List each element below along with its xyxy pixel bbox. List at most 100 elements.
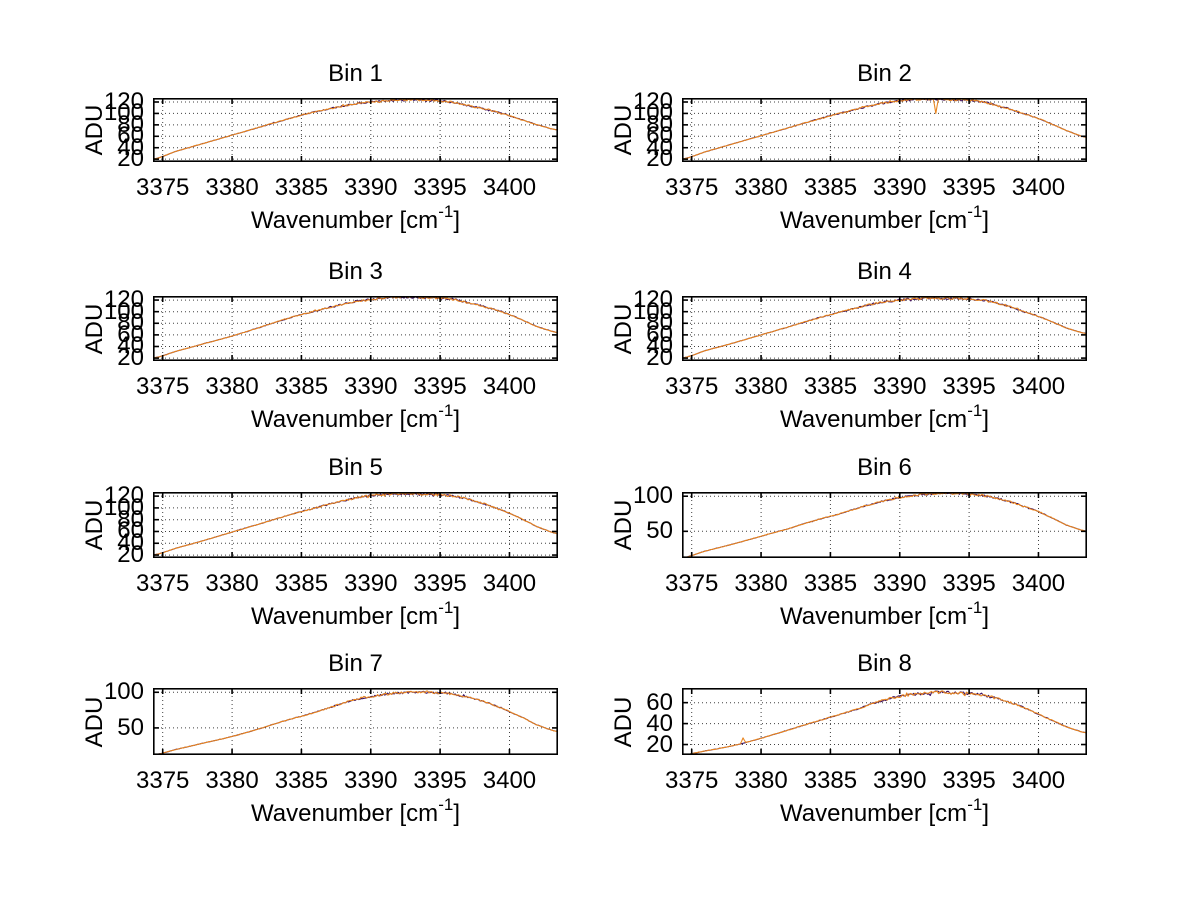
x-tick-label: 3375 xyxy=(665,570,719,597)
y-tick-label: 40 xyxy=(646,709,673,737)
y-tick-label: 120 xyxy=(103,286,144,314)
trace-dark xyxy=(682,98,1087,160)
x-axis-label-main: Wavenumber [cm xyxy=(780,207,968,234)
x-axis-label: Wavenumber [cm-1] xyxy=(153,796,558,829)
plot-background xyxy=(153,688,558,755)
x-axis-label-exponent: -1 xyxy=(438,598,454,617)
x-axis-label-exponent: -1 xyxy=(967,401,983,420)
axes-box xyxy=(153,688,558,755)
x-axis-label-main: Wavenumber [cm xyxy=(780,406,968,433)
y-axis-label: ADU xyxy=(81,696,108,747)
x-tick-label: 3390 xyxy=(873,570,927,597)
plot-area xyxy=(153,296,558,361)
x-axis-label-main: Wavenumber [cm xyxy=(780,800,968,827)
y-tick-label: 80 xyxy=(117,505,144,533)
plot-area xyxy=(153,98,558,162)
trace-dark xyxy=(153,492,558,556)
x-axis-label-exponent: -1 xyxy=(438,202,454,221)
trace-orange xyxy=(682,296,1087,359)
x-tick-label: 3390 xyxy=(344,373,398,400)
plot-background xyxy=(682,98,1087,162)
subplot-title: Bin 3 xyxy=(328,258,383,285)
x-tick-label: 3395 xyxy=(413,570,467,597)
axes-box xyxy=(682,98,1087,162)
trace-dark xyxy=(682,690,1087,755)
x-tick-label: 3390 xyxy=(873,767,927,794)
trace-orange xyxy=(153,690,558,755)
axes-box xyxy=(682,296,1087,361)
x-tick-label: 3385 xyxy=(803,767,858,794)
x-tick-label: 3380 xyxy=(734,570,788,597)
y-tick-label: 40 xyxy=(117,332,144,360)
x-axis-label-exponent: -1 xyxy=(438,795,454,814)
x-axis-label: Wavenumber [cm-1] xyxy=(682,796,1087,829)
x-tick-label: 3380 xyxy=(734,373,788,400)
x-tick-label: 3375 xyxy=(665,767,719,794)
y-axis-label: ADU xyxy=(610,303,637,354)
trace-dark xyxy=(153,98,558,160)
subplot-title: Bin 4 xyxy=(857,258,912,285)
x-axis-label-end: ] xyxy=(453,603,460,630)
y-axis-label: ADU xyxy=(81,303,108,354)
x-tick-label: 3390 xyxy=(344,767,398,794)
x-tick-label: 3385 xyxy=(803,174,858,201)
x-tick-label: 3375 xyxy=(136,174,190,201)
x-axis-label-end: ] xyxy=(982,800,989,827)
y-tick-label: 60 xyxy=(646,688,673,716)
x-tick-label: 3395 xyxy=(413,767,467,794)
plot-background xyxy=(153,492,558,558)
y-tick-label: 80 xyxy=(646,110,673,138)
x-tick-label: 3400 xyxy=(482,767,537,794)
trace-orange xyxy=(682,492,1087,558)
x-tick-label: 3400 xyxy=(1011,174,1066,201)
x-tick-label: 3390 xyxy=(873,174,927,201)
x-axis-label-main: Wavenumber [cm xyxy=(780,603,968,630)
trace-orange xyxy=(153,296,558,359)
y-tick-label: 20 xyxy=(117,344,144,372)
subplot-title: Bin 7 xyxy=(328,650,383,677)
y-tick-label: 100 xyxy=(103,493,144,521)
subplot-title: Bin 1 xyxy=(328,60,383,87)
subplot-title: Bin 5 xyxy=(328,454,383,481)
trace-dark xyxy=(153,296,558,359)
y-tick-label: 20 xyxy=(646,344,673,372)
x-axis-label: Wavenumber [cm-1] xyxy=(682,203,1087,236)
x-axis-label-main: Wavenumber [cm xyxy=(251,207,439,234)
y-tick-label: 20 xyxy=(117,145,144,173)
x-tick-label: 3375 xyxy=(665,174,719,201)
x-tick-label: 3390 xyxy=(873,373,927,400)
x-tick-label: 3380 xyxy=(205,570,259,597)
y-tick-label: 100 xyxy=(103,99,144,127)
y-tick-label: 20 xyxy=(117,541,144,569)
x-tick-label: 3380 xyxy=(205,174,259,201)
x-tick-label: 3375 xyxy=(665,373,719,400)
plot-background xyxy=(153,98,558,162)
axes-box xyxy=(682,492,1087,558)
x-axis-label: Wavenumber [cm-1] xyxy=(682,599,1087,632)
x-axis-label-main: Wavenumber [cm xyxy=(251,603,439,630)
x-axis-label-exponent: -1 xyxy=(967,598,983,617)
y-tick-label: 40 xyxy=(646,133,673,161)
x-tick-label: 3395 xyxy=(413,174,467,201)
x-tick-label: 3395 xyxy=(942,570,996,597)
plot-area xyxy=(682,688,1087,755)
x-tick-label: 3400 xyxy=(1011,570,1066,597)
x-axis-label-end: ] xyxy=(453,406,460,433)
axes-box xyxy=(153,296,558,361)
x-tick-label: 3395 xyxy=(942,174,996,201)
x-axis-label-exponent: -1 xyxy=(967,795,983,814)
x-axis-label: Wavenumber [cm-1] xyxy=(153,599,558,632)
axes-box xyxy=(153,98,558,162)
x-axis-label-main: Wavenumber [cm xyxy=(251,406,439,433)
trace-dark xyxy=(682,492,1087,558)
y-tick-label: 50 xyxy=(117,713,144,741)
y-tick-label: 20 xyxy=(646,145,673,173)
plot-area xyxy=(682,296,1087,361)
plot-area xyxy=(153,688,558,755)
x-axis-label-end: ] xyxy=(982,207,989,234)
trace-dark xyxy=(682,296,1087,359)
